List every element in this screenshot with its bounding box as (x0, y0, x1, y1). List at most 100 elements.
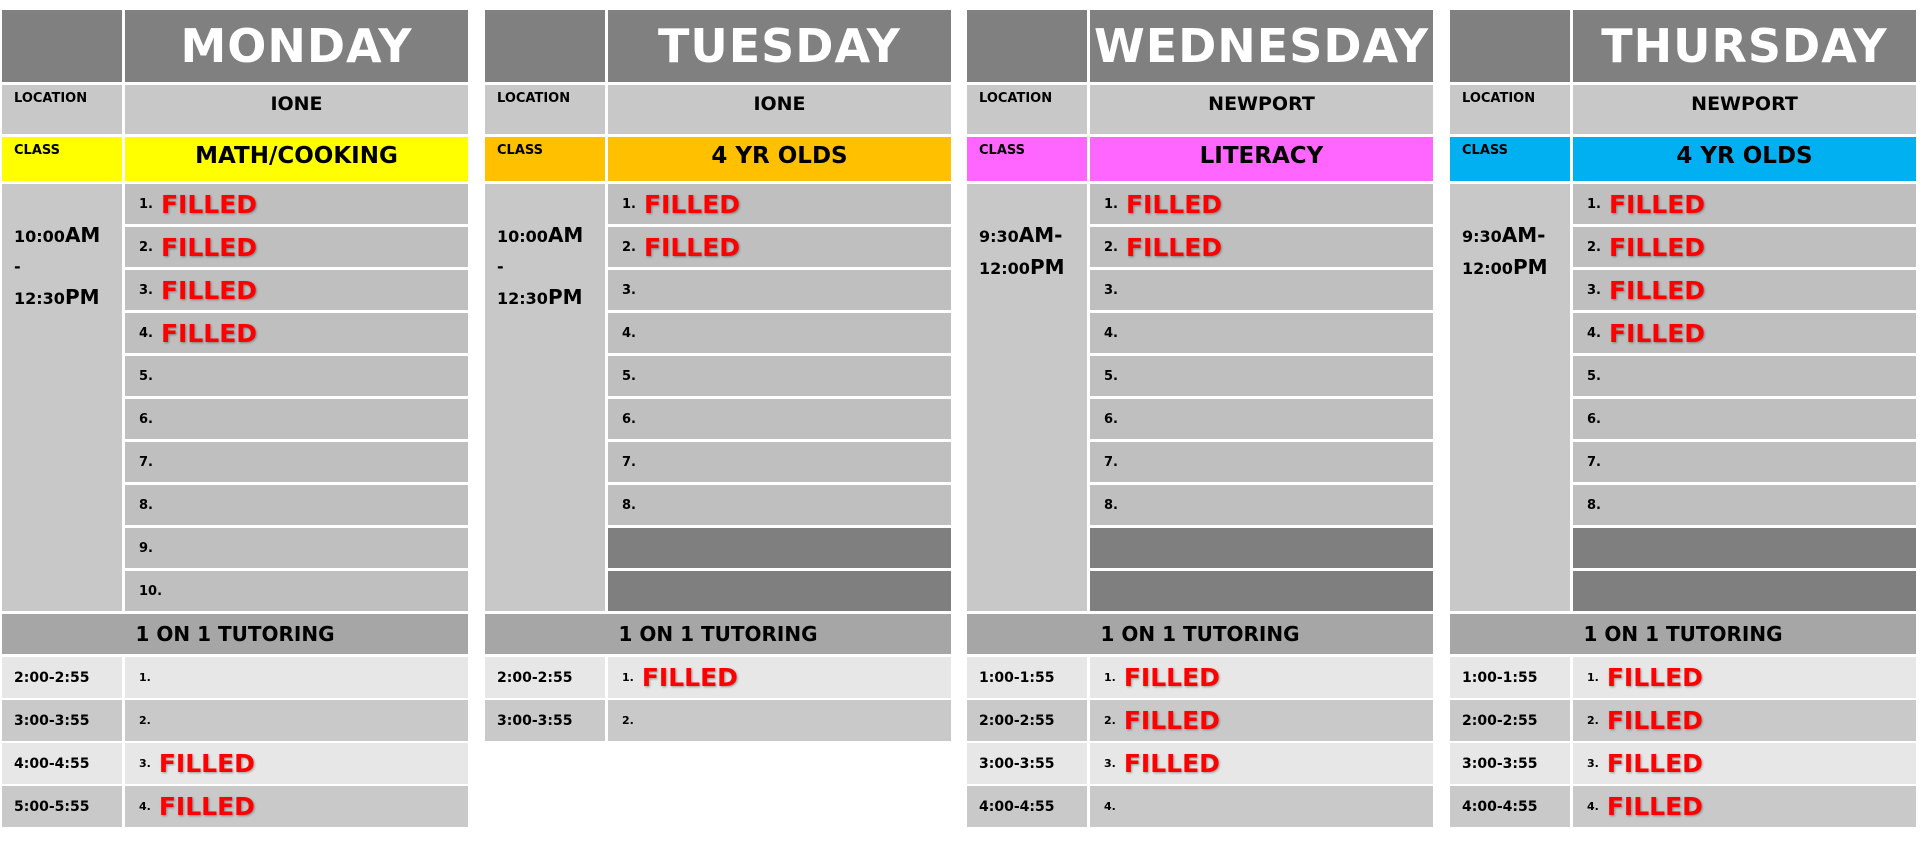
slot-row[interactable]: 6. (1090, 399, 1433, 439)
slot-row[interactable]: 4. FILLED (125, 313, 468, 353)
slot-row[interactable]: 5. (1573, 356, 1916, 396)
class-value: 4 YR OLDS (1573, 137, 1916, 181)
slot-row[interactable]: 2. FILLED (1573, 227, 1916, 267)
slot-number: 5. (1104, 368, 1118, 384)
slot-list: 1. FILLED 2. FILLED 3. FILLED 4. FILLED 5. 6. 7. 8.… (125, 184, 468, 611)
tutoring-row[interactable]: 2:00-2:55 2. FILLED (1450, 700, 1916, 741)
slot-status: FILLED (160, 275, 258, 305)
slot-row[interactable]: 7. (608, 442, 951, 482)
location-label: LOCATION (485, 85, 605, 134)
time-start: 9:30 (979, 227, 1019, 246)
slot-row[interactable]: 6. (1573, 399, 1916, 439)
slot-row[interactable]: 8. (1090, 485, 1433, 525)
slot-row[interactable]: 7. (1090, 442, 1433, 482)
slot-row[interactable]: 10. (125, 571, 468, 611)
tutoring-row[interactable]: 4:00-4:55 4. FILLED (1450, 786, 1916, 827)
slot-row[interactable]: 1. FILLED (125, 184, 468, 224)
tutoring-row[interactable]: 1:00-1:55 1. FILLED (967, 657, 1433, 698)
tutoring-row[interactable]: 5:00-5:55 4. FILLED (2, 786, 468, 827)
time-separator: - (14, 257, 21, 276)
class-row: CLASS 4 YR OLDS (485, 137, 951, 181)
time-end-suffix: PM (547, 285, 583, 309)
slot-row[interactable]: 1. FILLED (608, 184, 951, 224)
tutoring-slot: 3. FILLED (125, 743, 468, 784)
slot-row[interactable]: 7. (125, 442, 468, 482)
day-name: MONDAY (125, 10, 468, 82)
slot-row[interactable]: 3. (1090, 270, 1433, 310)
slot-list: 1. FILLED 2. FILLED 3. FILLED 4. FILLED 5. 6. 7. 8. (1573, 184, 1916, 611)
slot-row[interactable]: 9. (125, 528, 468, 568)
slot-status: FILLED (1608, 318, 1706, 348)
time-end-suffix: PM (1512, 255, 1548, 279)
slot-row[interactable]: 2. FILLED (125, 227, 468, 267)
class-row: CLASS LITERACY (967, 137, 1433, 181)
location-row: LOCATION IONE (485, 85, 951, 134)
slot-number: 1. (622, 196, 636, 212)
slot-row[interactable]: 5. (1090, 356, 1433, 396)
slot-row[interactable] (1573, 528, 1916, 568)
tutoring-row[interactable]: 2:00-2:55 1. FILLED (485, 657, 951, 698)
slot-row[interactable]: 4. FILLED (1573, 313, 1916, 353)
tutoring-number: 3. (139, 757, 151, 770)
day-header: TUESDAY (485, 10, 951, 82)
slot-row[interactable] (608, 528, 951, 568)
tutoring-slot: 3. FILLED (1573, 743, 1916, 784)
class-time: 10:00AM - 12:30PM (485, 184, 605, 611)
slot-row[interactable]: 1. FILLED (1573, 184, 1916, 224)
tutoring-row[interactable]: 4:00-4:55 4. (967, 786, 1433, 827)
tutoring-status: FILLED (1123, 706, 1220, 735)
slot-number: 7. (1104, 454, 1118, 470)
class-row: CLASS 4 YR OLDS (1450, 137, 1916, 181)
time-end-suffix: PM (1029, 255, 1065, 279)
class-label: CLASS (2, 137, 122, 181)
tutoring-status: FILLED (1606, 706, 1703, 735)
slot-row[interactable] (1090, 571, 1433, 611)
slot-number: 4. (1587, 325, 1601, 341)
slot-row[interactable]: 8. (1573, 485, 1916, 525)
time-end: 12:00 (1462, 259, 1513, 278)
slot-row[interactable]: 3. (608, 270, 951, 310)
tutoring-time: 5:00-5:55 (2, 786, 122, 827)
tutoring-row[interactable]: 3:00-3:55 3. FILLED (967, 743, 1433, 784)
slot-status: FILLED (160, 318, 258, 348)
slot-row[interactable]: 3. FILLED (125, 270, 468, 310)
slot-row[interactable]: 3. FILLED (1573, 270, 1916, 310)
tutoring-time: 4:00-4:55 (967, 786, 1087, 827)
slot-row[interactable]: 5. (608, 356, 951, 396)
header-blank (1450, 10, 1570, 82)
slot-row[interactable] (1573, 571, 1916, 611)
slot-row[interactable]: 5. (125, 356, 468, 396)
day-table-thursday: THURSDAY LOCATION NEWPORT CLASS 4 YR OLDS 9:3… (1450, 10, 1916, 829)
tutoring-slot: 1. (125, 657, 468, 698)
tutoring-row[interactable]: 3:00-3:55 2. (485, 700, 951, 741)
slot-row[interactable] (608, 571, 951, 611)
slot-row[interactable]: 4. (1090, 313, 1433, 353)
slot-list: 1. FILLED 2. FILLED 3. 4. 5. 6. 7. 8. (608, 184, 951, 611)
location-label: LOCATION (1450, 85, 1570, 134)
slot-number: 4. (1104, 325, 1118, 341)
day-table-tuesday: TUESDAY LOCATION IONE CLASS 4 YR OLDS 10:00AM… (485, 10, 951, 743)
slot-row[interactable] (1090, 528, 1433, 568)
tutoring-slot: 2. FILLED (1573, 700, 1916, 741)
tutoring-time: 3:00-3:55 (967, 743, 1087, 784)
tutoring-row[interactable]: 1:00-1:55 1. FILLED (1450, 657, 1916, 698)
tutoring-row[interactable]: 3:00-3:55 2. (2, 700, 468, 741)
slot-row[interactable]: 2. FILLED (1090, 227, 1433, 267)
location-value: NEWPORT (1090, 85, 1433, 134)
slot-row[interactable]: 7. (1573, 442, 1916, 482)
slot-row[interactable]: 8. (608, 485, 951, 525)
tutoring-row[interactable]: 4:00-4:55 3. FILLED (2, 743, 468, 784)
slot-row[interactable]: 4. (608, 313, 951, 353)
tutoring-status: FILLED (1606, 749, 1703, 778)
slot-row[interactable]: 8. (125, 485, 468, 525)
tutoring-row[interactable]: 3:00-3:55 3. FILLED (1450, 743, 1916, 784)
slot-row[interactable]: 6. (125, 399, 468, 439)
slot-row[interactable]: 1. FILLED (1090, 184, 1433, 224)
slot-row[interactable]: 6. (608, 399, 951, 439)
time-end-suffix: PM (64, 285, 100, 309)
tutoring-row[interactable]: 2:00-2:55 1. (2, 657, 468, 698)
tutoring-row[interactable]: 2:00-2:55 2. FILLED (967, 700, 1433, 741)
location-label: LOCATION (967, 85, 1087, 134)
time-start-suffix: AM (547, 223, 584, 247)
slot-row[interactable]: 2. FILLED (608, 227, 951, 267)
